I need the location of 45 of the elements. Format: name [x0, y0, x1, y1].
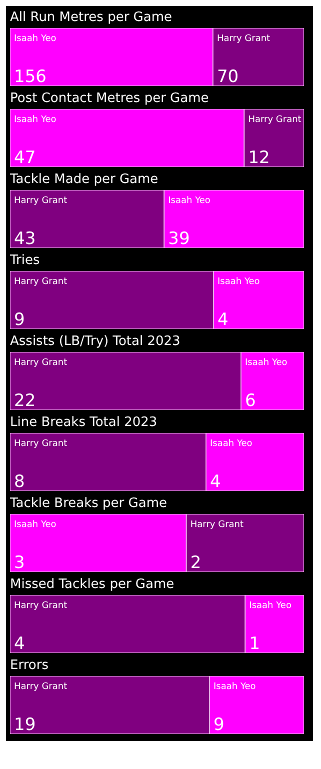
data-label: 2 [190, 553, 202, 573]
series-label: Isaah Yeo [210, 439, 253, 449]
chart-title: Tackle Made per Game [9, 171, 160, 189]
data-label: 39 [168, 229, 190, 249]
series-label: Isaah Yeo [14, 115, 57, 125]
chart-title: Assists (LB/Try) Total 2023 [9, 333, 182, 351]
chart-title: Missed Tackles per Game [9, 576, 176, 594]
data-label: 19 [14, 715, 36, 735]
series-label: Isaah Yeo [249, 601, 292, 611]
series-label: Harry Grant [14, 358, 68, 368]
data-label: 4 [14, 634, 25, 654]
data-label: 9 [14, 310, 25, 330]
series-label: Harry Grant [216, 34, 271, 44]
data-label: 9 [214, 715, 224, 735]
series-label: Isaah Yeo [14, 34, 57, 44]
chart-title: Post Contact Metres per Game [9, 90, 210, 108]
data-label: 22 [14, 391, 36, 411]
chart-title: Errors [9, 657, 50, 675]
series-label: Harry Grant [14, 439, 68, 449]
chart-title: Tries [9, 252, 41, 270]
series-label: Isaah Yeo [14, 520, 57, 530]
series-label: Harry Grant [14, 196, 68, 206]
data-label: 4 [210, 472, 221, 492]
series-label: Harry Grant [248, 115, 302, 125]
data-label: 6 [245, 391, 256, 411]
series-label: Isaah Yeo [245, 358, 288, 368]
series-label: Isaah Yeo [214, 682, 256, 692]
data-label: 12 [248, 148, 270, 168]
data-label: 43 [14, 229, 36, 249]
chart-title: Tackle Breaks per Game [9, 495, 168, 513]
data-label: 8 [14, 472, 25, 492]
data-label: 1 [249, 634, 260, 654]
series-label: Harry Grant [14, 277, 68, 287]
chart-title: All Run Metres per Game [9, 9, 174, 27]
series-label: Harry Grant [14, 682, 68, 692]
series-label: Isaah Yeo [218, 277, 260, 287]
chart-title: Line Breaks Total 2023 [9, 414, 158, 432]
data-label: 3 [14, 553, 25, 573]
data-label: 4 [218, 310, 228, 330]
series-label: Harry Grant [14, 601, 68, 611]
data-label: 70 [216, 67, 239, 87]
data-label: 156 [14, 67, 46, 87]
data-label: 47 [14, 148, 36, 168]
series-label: Isaah Yeo [168, 196, 211, 206]
series-label: Harry Grant [190, 520, 244, 530]
